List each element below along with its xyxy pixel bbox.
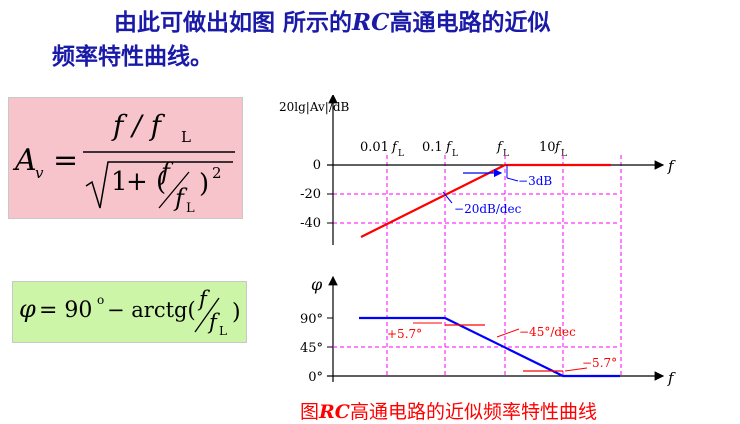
magnitude-curve [360,163,611,238]
svg-text:L: L [503,149,509,159]
phase-y-label: φ [311,275,323,294]
gain-den-fL-sub: L [186,201,195,216]
svg-text:f: f [445,140,453,155]
phase-minus-57-label: −5.7° [582,356,617,370]
gain-numerator-sub: L [181,128,191,146]
gain-den-close: ) [199,169,209,199]
magnitude-annotations: −3dB −20dB/dec [442,165,552,216]
gain-formula: A v = f / f L 1 + ( f f L ) 2 [12,109,235,216]
gain-formula-box: A v = f / f L 1 + ( f f L ) 2 [8,97,243,219]
svg-text:10: 10 [539,140,556,155]
gain-den-exponent: 2 [212,164,222,182]
svg-text:L: L [561,149,567,159]
mag-tick-20: -20 [300,187,321,202]
phase-formula-box: φ = 90 o − arctg( f f L ) [12,281,247,343]
phase-tick-0: 0° [308,370,323,385]
svg-text:0.01: 0.01 [360,140,389,155]
svg-text:f: f [496,140,504,155]
magnitude-grid [333,155,622,245]
phase-formula: φ = 90 o − arctg( f f L ) [19,287,241,338]
freq-tick-0.01fL: 0.01 f L [360,140,404,159]
frequency-tick-labels: 0.01 f L 0.1 f L f L 10 f L [360,140,567,159]
phase-phi: φ [19,295,36,323]
mag-tick-40: -40 [300,216,321,231]
gain-lhs-sub: v [35,164,44,182]
title-line-2: 频率特性曲线。 [52,44,213,70]
phase-deg: o [97,293,104,307]
phase-fL: f [207,310,220,334]
phase-grid [333,245,622,376]
mag-x-axis-label: f [667,157,676,175]
svg-text:f: f [554,140,562,155]
svg-text:L: L [398,149,404,159]
slide-title: 由此可做出如图 所示的RC高通电路的近似 频率特性曲线。 [52,6,732,74]
phase-tick-90: 90° [300,312,323,327]
magnitude-tick-labels: 0 -20 -40 [300,158,321,231]
phase-tick-labels: 90° 45° 0° [300,312,323,385]
phase-curve [359,316,620,378]
mag-3db-label: −3dB [518,174,552,188]
gain-den-one: 1 [111,167,128,197]
title-line-1: 由此可做出如图 所示的RC高通电路的近似 [114,9,551,36]
svg-text:L: L [452,149,458,159]
phase-annotations: +5.7° −45°/dec −5.7° [387,322,617,372]
bode-diagram: 20lg|Av|/dB 0.01 f L 0.1 f L f L 10 f L … [279,95,676,387]
gain-den-plus: + ( [126,167,166,197]
mag-slope-label: −20dB/dec [454,202,522,216]
phase-fL-sub: L [219,324,227,338]
phase-plus-57-label: +5.7° [387,327,422,341]
phase-tick-45: 45° [300,341,323,356]
gain-den-slash [158,171,190,209]
magnitude-y-label: 20lg|Av|/dB [279,100,350,114]
freq-tick-fL: f L [496,140,509,159]
phase-x-axis-label: f [667,369,676,387]
gain-sqrt-sign [85,161,233,209]
freq-tick-0.1fL: 0.1 f L [422,140,458,159]
gain-numerator: f / f [111,109,166,142]
phase-eq-90: = 90 [39,298,92,323]
gain-lhs: A [12,143,37,178]
phase-slash [194,297,220,333]
phase-arctg: − arctg( [107,298,196,322]
figure-caption: 图RC高通电路的近似频率特性曲线 [300,401,597,423]
gain-equals: = [53,143,78,178]
mag-tick-0: 0 [313,158,321,173]
svg-text:f: f [391,140,399,155]
svg-text:0.1: 0.1 [422,140,443,155]
phase-slope-label: −45°/dec [519,325,576,339]
svg-text:20lg|Av|/dB: 20lg|Av|/dB [279,100,350,114]
phase-f: f [197,287,210,311]
phase-close: ) [232,300,241,325]
freq-tick-10fL: 10 f L [539,140,567,159]
